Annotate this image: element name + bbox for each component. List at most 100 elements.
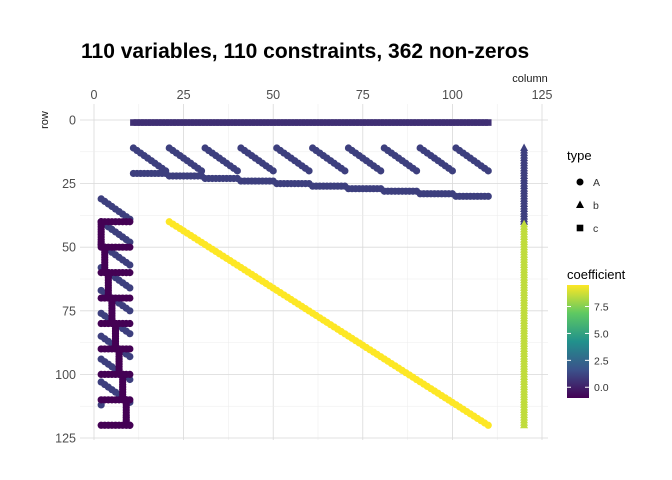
shape-legend-label: b — [593, 200, 599, 212]
legend-circle-icon — [576, 178, 584, 186]
colorbar-tick-label: 2.5 — [594, 355, 609, 367]
objective-point — [198, 119, 205, 126]
objective-point — [187, 119, 195, 126]
objective-point — [234, 119, 241, 126]
y-tick-label: 25 — [62, 177, 76, 191]
data-points — [97, 119, 529, 429]
objective-point — [352, 119, 359, 126]
objective-point — [248, 119, 255, 126]
objective-point — [180, 119, 187, 126]
constraint-point — [448, 167, 456, 175]
objective-point — [269, 119, 277, 126]
objective-point — [355, 119, 363, 126]
objective-point — [201, 119, 209, 126]
objective-point — [337, 119, 345, 126]
y-tick-label: 75 — [62, 304, 76, 318]
constraint-point — [484, 421, 492, 429]
objective-point — [420, 119, 428, 126]
colorbar-tick-label: 7.5 — [594, 302, 609, 314]
shape-legend-label: A — [593, 177, 600, 189]
objective-point — [291, 119, 299, 126]
objective-point — [244, 119, 252, 126]
objective-point — [445, 119, 453, 126]
objective-point — [370, 119, 377, 126]
y-axis-title: row — [39, 111, 51, 129]
legend-square-icon — [576, 224, 584, 232]
colorbar-tick-label: 0.0 — [594, 382, 609, 394]
grid-layer — [80, 104, 548, 440]
objective-point — [477, 119, 485, 126]
x-tick-labels: 0 25 50 75 100 125 — [91, 88, 553, 102]
colorbar-tick-label: 5.0 — [594, 328, 609, 340]
y-tick-label: 125 — [55, 432, 76, 446]
objective-point — [416, 119, 424, 126]
objective-point — [219, 119, 227, 126]
objective-point — [165, 119, 173, 126]
objective-point — [452, 119, 460, 126]
x-tick-label: 100 — [442, 88, 463, 102]
x-tick-label: 25 — [177, 88, 191, 102]
objective-point — [334, 119, 342, 126]
objective-point — [151, 119, 159, 126]
objective-point — [205, 119, 212, 126]
objective-point — [302, 119, 309, 126]
constraint-point — [126, 294, 134, 302]
objective-point — [273, 119, 281, 126]
objective-point — [183, 119, 191, 126]
constraint-point — [97, 401, 105, 409]
constraint-point — [305, 167, 313, 175]
y-tick-labels: 0 25 50 75 100 125 — [55, 114, 76, 446]
constraint-point — [197, 167, 206, 175]
y-tick-label: 0 — [69, 114, 76, 128]
constraint-point — [484, 167, 492, 175]
objective-point — [133, 119, 141, 126]
rhs-point — [520, 420, 529, 429]
objective-point — [191, 119, 198, 126]
constraint-point — [126, 345, 134, 353]
constraint-point — [126, 284, 134, 292]
objective-point — [434, 119, 442, 126]
x-tick-label: 125 — [532, 88, 553, 102]
objective-point — [173, 119, 180, 126]
objective-point — [470, 119, 478, 126]
constraint-point — [126, 319, 134, 328]
shape-legend-title: type — [567, 148, 592, 163]
objective-point — [406, 119, 413, 126]
y-tick-label: 100 — [55, 368, 76, 382]
legend-triangle-icon — [576, 200, 584, 208]
x-tick-label: 75 — [356, 88, 370, 102]
objective-point — [459, 119, 467, 126]
objective-point — [441, 119, 449, 126]
objective-point — [262, 119, 270, 126]
constraint-point — [126, 261, 134, 269]
objective-point — [377, 119, 385, 126]
objective-point — [230, 119, 238, 126]
constraint-point — [126, 243, 134, 251]
constraint-point — [126, 421, 134, 429]
objective-point — [398, 119, 406, 126]
color-legend: coefficient 0.0 2.5 5.0 7.5 — [567, 267, 626, 398]
objective-point — [323, 119, 331, 126]
objective-point — [226, 119, 234, 126]
objective-point — [130, 119, 137, 126]
objective-point — [388, 119, 395, 126]
objective-point — [366, 119, 374, 126]
objective-point — [474, 119, 481, 126]
constraint-point — [269, 167, 277, 175]
objective-point — [194, 119, 202, 126]
constraint-point — [377, 167, 385, 175]
objective-point — [266, 119, 273, 126]
objective-point — [216, 119, 223, 126]
objective-point — [438, 119, 445, 126]
objective-point — [208, 119, 216, 126]
constraint-point — [412, 167, 421, 175]
objective-point — [359, 119, 367, 126]
chart-title: 110 variables, 110 constraints, 362 non-… — [81, 40, 529, 63]
objective-point — [395, 119, 402, 126]
constraint-point — [126, 370, 134, 378]
objective-point — [456, 119, 463, 126]
objective-point — [294, 119, 302, 126]
constraint-point — [341, 167, 349, 175]
objective-point — [481, 119, 488, 126]
objective-point — [348, 119, 356, 126]
